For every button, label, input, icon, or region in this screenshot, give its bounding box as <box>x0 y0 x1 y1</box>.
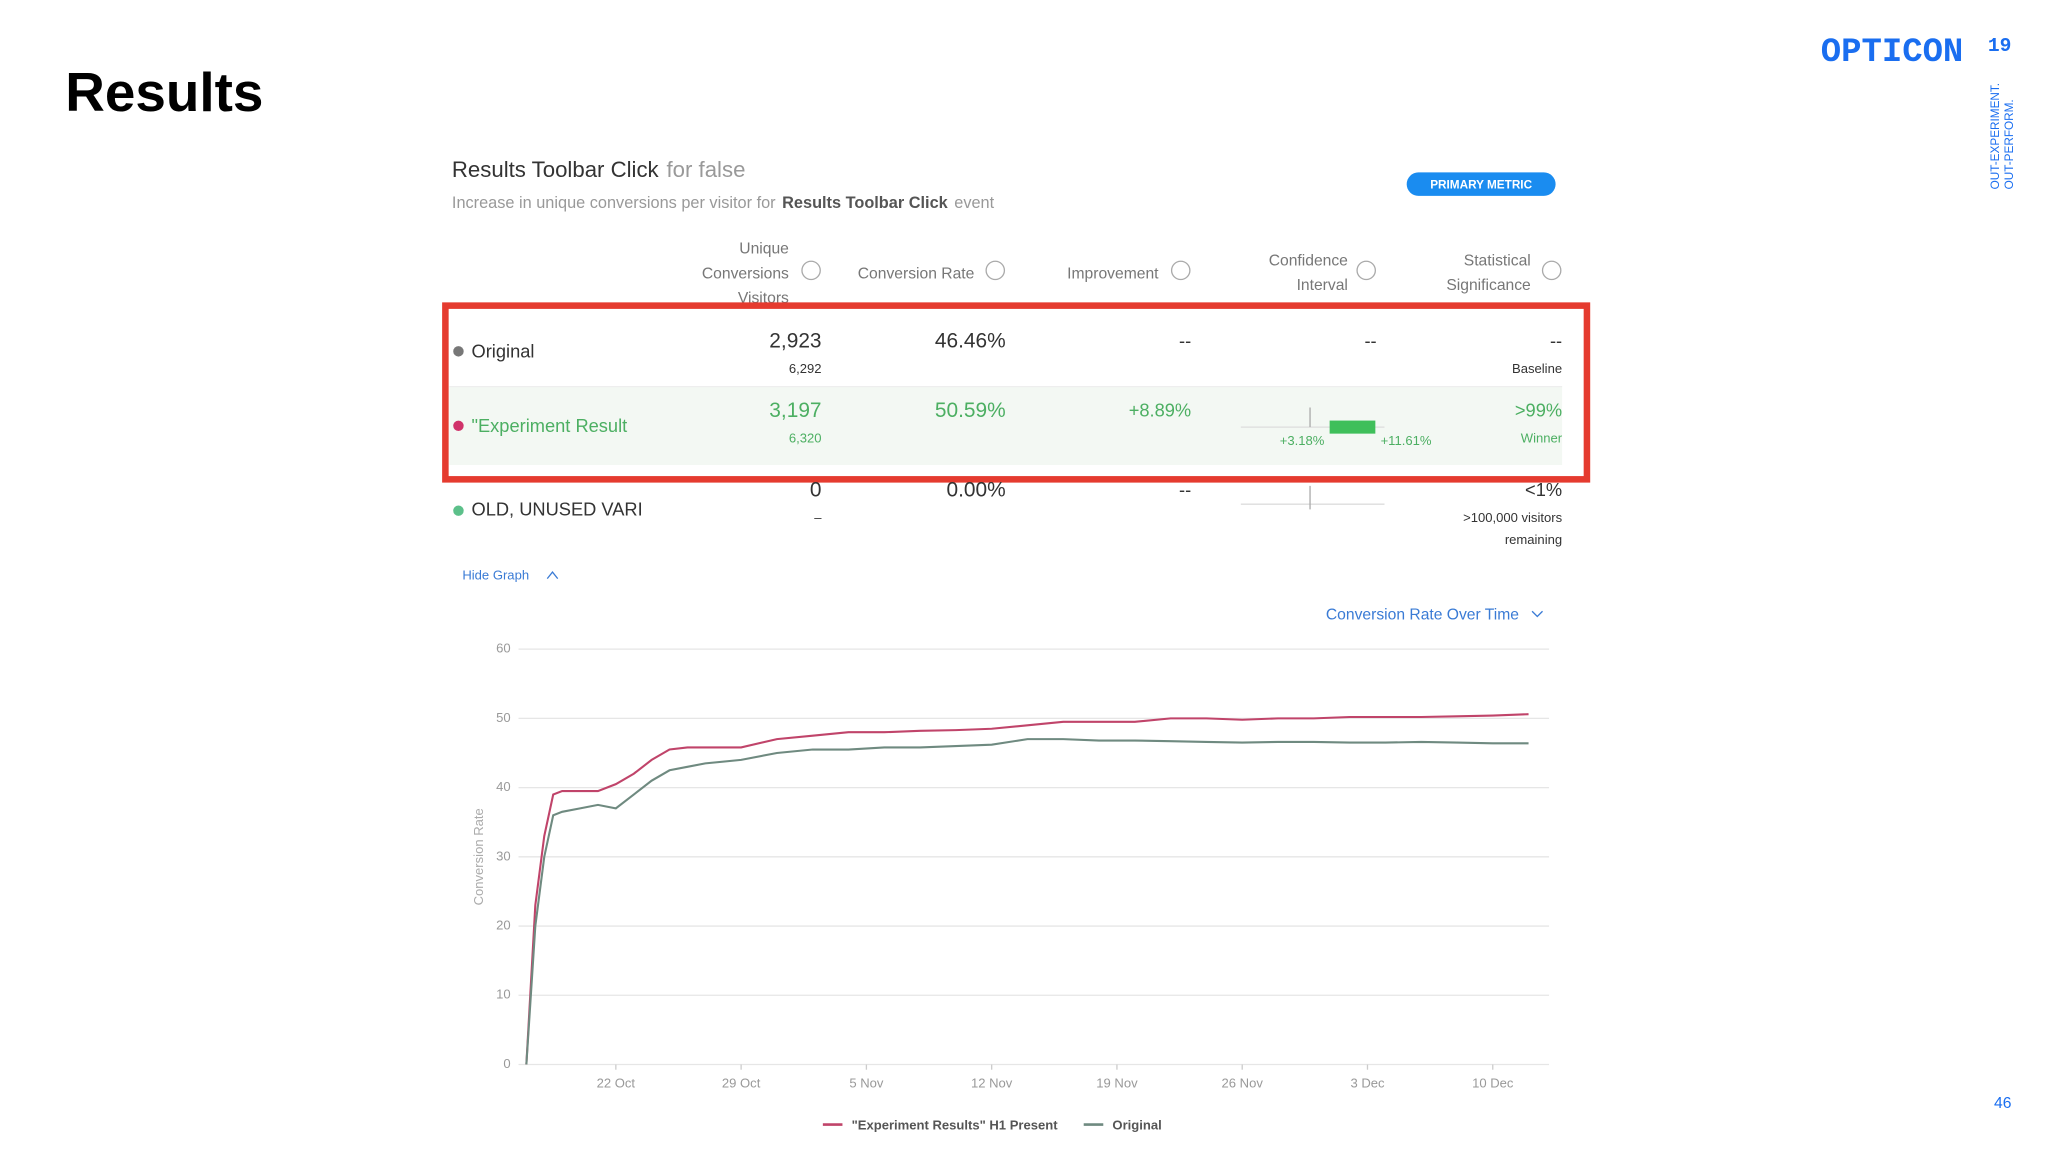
conversion-rate: 0.00% <box>947 479 1006 502</box>
improvement: -- <box>1179 330 1191 351</box>
significance: <1% <box>1525 479 1562 500</box>
significance-note: >100,000 visitors <box>1463 510 1562 525</box>
column-header: Interval <box>1297 277 1348 294</box>
improvement: -- <box>1179 479 1191 500</box>
primary-badge <box>1406 172 1556 196</box>
conversions: 0 <box>810 479 822 502</box>
y-tick-label: 40 <box>496 779 511 794</box>
variation-name: OLD, UNUSED VARI <box>472 499 643 520</box>
subtitle-text: event <box>954 194 994 212</box>
subtitle-event: Results Toolbar Click <box>782 194 949 212</box>
x-tick-label: 29 Oct <box>722 1076 761 1091</box>
improvement: +8.89% <box>1129 399 1191 420</box>
x-tick-label: 5 Nov <box>849 1076 884 1091</box>
metric-subtitle: Increase in unique conversions per visit… <box>452 194 995 212</box>
legend-label: "Experiment Results" H1 Present <box>852 1117 1059 1132</box>
column-header: Statistical <box>1464 252 1531 269</box>
confidence-interval: -- <box>1364 330 1376 351</box>
tagline: OUT-PERFORM. <box>2003 99 2016 189</box>
metric-name: Results Toolbar Click <box>452 157 660 182</box>
conversion-rate: 50.59% <box>935 399 1006 422</box>
legend-label: Original <box>1112 1117 1161 1132</box>
conversions: 3,197 <box>769 399 821 422</box>
brand-superscript: 19 <box>1988 35 2012 57</box>
x-tick-label: 3 Dec <box>1350 1076 1385 1091</box>
variation-name: "Experiment Result <box>472 415 628 436</box>
conversions: 2,923 <box>769 330 821 353</box>
y-tick-label: 10 <box>496 987 511 1002</box>
x-tick-label: 10 Dec <box>1472 1076 1514 1091</box>
column-header: Significance <box>1446 277 1531 294</box>
y-tick-label: 50 <box>496 710 511 725</box>
series-line <box>525 713 1529 1065</box>
significance: -- <box>1550 330 1562 351</box>
column-header: Conversions <box>702 265 789 282</box>
y-tick-label: 0 <box>503 1056 510 1071</box>
badge-text: PRIMARY METRIC <box>1430 179 1532 192</box>
significance: >99% <box>1515 399 1562 420</box>
conversion-rate: 46.46% <box>935 330 1006 353</box>
ci-low: +3.18% <box>1280 433 1325 448</box>
significance-note: Winner <box>1521 430 1563 445</box>
tagline: OUT-EXPERIMENT. <box>1989 83 2002 189</box>
help-icon[interactable] <box>1541 260 1562 281</box>
chevron <box>546 571 559 580</box>
y-tick-label: 20 <box>496 917 511 932</box>
row-highlight <box>449 386 1563 465</box>
line-chart: 0 10 20 30 40 50 60 22 Oct 29 Oct 5 Nov 12 Nov 19 N… <box>471 641 1550 1132</box>
graph-select[interactable]: Conversion Rate Over Time <box>1326 606 1519 623</box>
variation-name: Original <box>472 340 535 361</box>
y-tick-label: 30 <box>496 848 511 863</box>
column-header: Confidence <box>1269 252 1348 269</box>
help-icon[interactable] <box>1170 260 1191 281</box>
visitors: 6,320 <box>789 430 822 445</box>
metric-title: Results Toolbar Click for false <box>452 157 746 182</box>
y-axis-label: Conversion Rate <box>471 808 486 905</box>
hide-graph-link[interactable]: Hide Graph <box>462 567 529 582</box>
y-tick-label: 60 <box>496 641 511 656</box>
metric-suffix: for false <box>667 157 746 182</box>
column-header: Conversion Rate <box>858 265 975 282</box>
help-icon[interactable] <box>985 260 1006 281</box>
subtitle-text: Increase in unique conversions per visit… <box>452 194 776 212</box>
page-number: 46 <box>1994 1095 2012 1112</box>
brand: OPTICON <box>1821 34 1964 72</box>
results-panel: Results Toolbar Click for false Increase … <box>442 157 1591 623</box>
x-tick-label: 12 Nov <box>971 1076 1013 1091</box>
chevron <box>1531 610 1543 618</box>
column-header: Unique <box>739 241 789 258</box>
x-tick-label: 19 Nov <box>1096 1076 1138 1091</box>
x-tick-label: 22 Oct <box>597 1076 636 1091</box>
x-tick-label: 26 Nov <box>1222 1076 1264 1091</box>
variation-dot <box>453 420 464 432</box>
visitors: 6,292 <box>789 361 822 376</box>
help-icons <box>801 260 1562 281</box>
ci-bar <box>1329 420 1376 434</box>
significance-note: remaining <box>1505 532 1562 547</box>
series-line <box>525 738 1529 1065</box>
ci-high: +11.61% <box>1381 433 1432 448</box>
highlight-box <box>442 302 1591 483</box>
slide-title: Results <box>65 61 263 123</box>
variation-dot <box>453 505 464 516</box>
column-header: Improvement <box>1067 265 1159 282</box>
visitors: – <box>814 510 822 525</box>
help-icon[interactable] <box>801 260 821 281</box>
significance-note: Baseline <box>1512 361 1562 376</box>
variation-dot <box>453 346 464 357</box>
help-icon[interactable] <box>1356 260 1376 281</box>
